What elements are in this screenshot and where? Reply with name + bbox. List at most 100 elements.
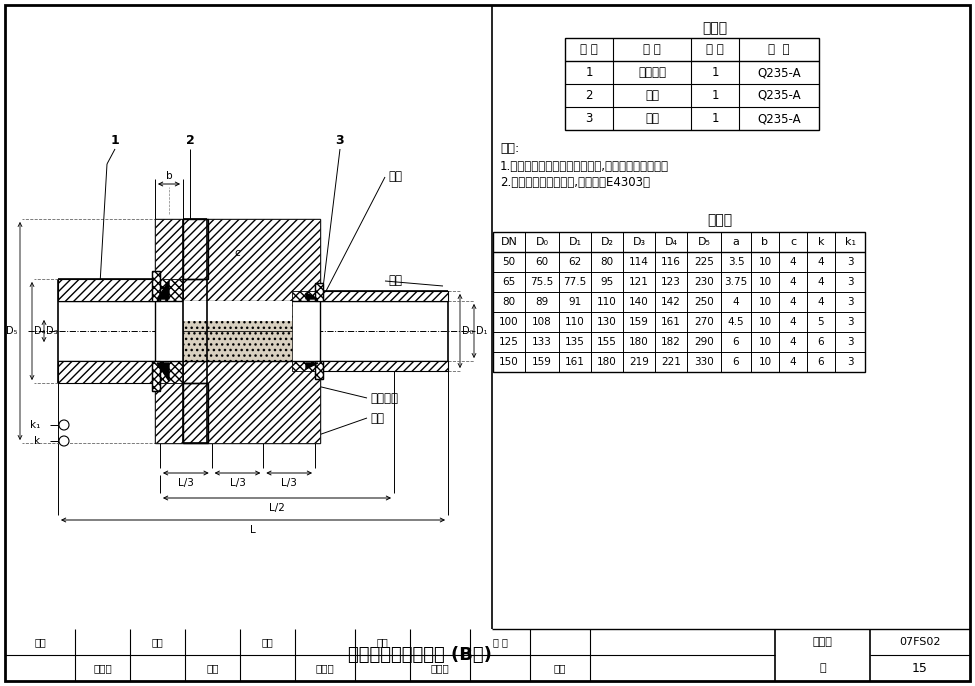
Text: 219: 219 xyxy=(629,357,649,367)
Text: D₃: D₃ xyxy=(46,326,58,336)
Text: 3: 3 xyxy=(585,112,593,125)
Text: 1: 1 xyxy=(711,66,719,79)
Text: 6: 6 xyxy=(732,357,739,367)
Polygon shape xyxy=(157,363,169,381)
Text: a: a xyxy=(732,237,739,247)
Text: 10: 10 xyxy=(759,337,771,347)
Text: b: b xyxy=(166,171,173,181)
Text: 161: 161 xyxy=(661,317,681,327)
Text: 任 放: 任 放 xyxy=(492,637,507,647)
Text: 07FS02: 07FS02 xyxy=(899,637,941,647)
Text: 3: 3 xyxy=(335,134,344,147)
Text: 114: 114 xyxy=(629,257,649,267)
Bar xyxy=(292,361,320,371)
Text: 182: 182 xyxy=(661,337,681,347)
Text: 6: 6 xyxy=(818,337,824,347)
Text: D₂: D₂ xyxy=(601,237,613,247)
Text: 庄德胜: 庄德胜 xyxy=(431,663,449,673)
Text: 石棉水泥: 石棉水泥 xyxy=(370,392,398,405)
Text: L: L xyxy=(251,525,255,535)
Text: 3: 3 xyxy=(846,277,853,287)
Text: k₁: k₁ xyxy=(29,420,40,430)
Bar xyxy=(155,219,320,301)
Text: 50: 50 xyxy=(502,257,516,267)
Bar xyxy=(58,361,155,383)
Text: D₁: D₁ xyxy=(568,237,581,247)
Text: k₁: k₁ xyxy=(844,237,855,247)
Bar xyxy=(320,361,448,371)
Text: 图集号: 图集号 xyxy=(812,637,833,647)
Text: 数 量: 数 量 xyxy=(706,43,723,56)
Text: 159: 159 xyxy=(532,357,552,367)
Circle shape xyxy=(59,436,69,446)
Text: 142: 142 xyxy=(661,297,681,307)
Text: 2.焊接采用手工电弧焊,焊条型号E4303。: 2.焊接采用手工电弧焊,焊条型号E4303。 xyxy=(500,176,650,189)
Circle shape xyxy=(59,420,69,430)
Text: 1.钢管和挡圈焊接后经镀锌处理,再施行与套管安装。: 1.钢管和挡圈焊接后经镀锌处理,再施行与套管安装。 xyxy=(500,160,669,172)
Bar xyxy=(183,331,292,361)
Text: 名 称: 名 称 xyxy=(644,43,661,56)
Text: k: k xyxy=(818,237,824,247)
Text: b: b xyxy=(761,237,768,247)
Text: 110: 110 xyxy=(566,317,585,327)
Text: 6: 6 xyxy=(732,337,739,347)
Text: 225: 225 xyxy=(694,257,714,267)
Text: 3: 3 xyxy=(846,337,853,347)
Text: D₀: D₀ xyxy=(535,237,549,247)
Text: c: c xyxy=(235,248,241,258)
Text: D₁: D₁ xyxy=(476,326,488,336)
Text: D₀: D₀ xyxy=(462,326,474,336)
Text: 180: 180 xyxy=(629,337,649,347)
Bar xyxy=(152,361,160,391)
Text: 180: 180 xyxy=(597,357,617,367)
Text: 4: 4 xyxy=(818,257,824,267)
Text: 钢管: 钢管 xyxy=(388,274,402,287)
Text: 4: 4 xyxy=(818,277,824,287)
Text: 108: 108 xyxy=(532,317,552,327)
Text: L/3: L/3 xyxy=(281,478,297,488)
Polygon shape xyxy=(306,363,318,369)
Text: D₃: D₃ xyxy=(633,237,645,247)
Text: L/3: L/3 xyxy=(229,478,246,488)
Text: 材  料: 材 料 xyxy=(768,43,790,56)
Text: 庄德胜: 庄德胜 xyxy=(316,663,334,673)
Text: 4: 4 xyxy=(790,317,797,327)
Text: 150: 150 xyxy=(499,357,519,367)
Text: 159: 159 xyxy=(629,317,649,327)
Bar xyxy=(320,291,448,301)
Text: 防护密闭套管安装图 (B型): 防护密闭套管安装图 (B型) xyxy=(348,646,492,664)
Text: 校对: 校对 xyxy=(261,637,273,647)
Text: Q235-A: Q235-A xyxy=(758,112,800,125)
Text: 4: 4 xyxy=(790,357,797,367)
Text: 审核: 审核 xyxy=(34,637,46,647)
Text: 155: 155 xyxy=(597,337,617,347)
Polygon shape xyxy=(306,293,318,299)
Text: 89: 89 xyxy=(535,297,549,307)
Text: 230: 230 xyxy=(694,277,714,287)
Text: 2: 2 xyxy=(585,89,593,102)
Text: 4: 4 xyxy=(790,337,797,347)
Text: 材料表: 材料表 xyxy=(702,21,727,35)
Bar xyxy=(315,361,323,379)
Text: 130: 130 xyxy=(597,317,617,327)
Text: 133: 133 xyxy=(532,337,552,347)
Text: 75.5: 75.5 xyxy=(530,277,554,287)
Text: 100: 100 xyxy=(499,317,519,327)
Text: Q235-A: Q235-A xyxy=(758,89,800,102)
Bar xyxy=(58,279,155,301)
Text: 10: 10 xyxy=(759,257,771,267)
Text: 123: 123 xyxy=(661,277,681,287)
Text: 95: 95 xyxy=(601,277,613,287)
Bar xyxy=(183,383,208,443)
Bar xyxy=(493,232,865,372)
Text: 290: 290 xyxy=(694,337,714,347)
Text: k: k xyxy=(34,436,40,446)
Text: D₅: D₅ xyxy=(697,237,711,247)
Text: 钢制套管: 钢制套管 xyxy=(638,66,666,79)
Bar xyxy=(183,301,292,321)
Text: 10: 10 xyxy=(759,277,771,287)
Text: 125: 125 xyxy=(499,337,519,347)
Text: 4: 4 xyxy=(790,277,797,287)
Bar xyxy=(155,279,183,301)
Text: 页: 页 xyxy=(819,663,826,673)
